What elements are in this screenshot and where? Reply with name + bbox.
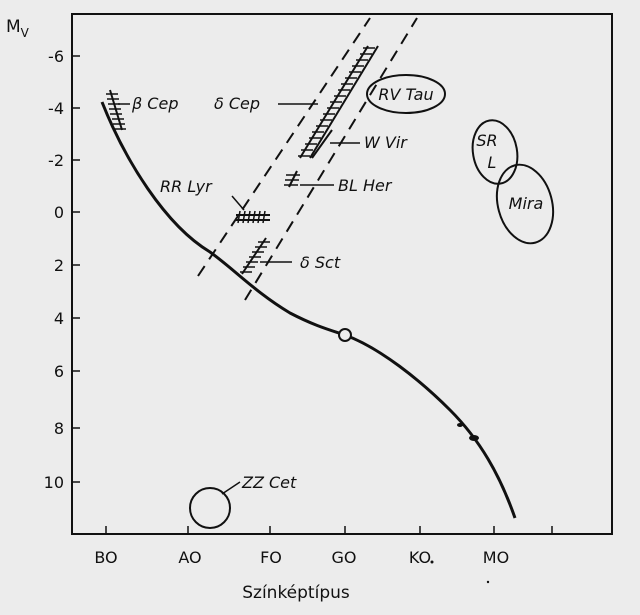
label-rv-tau: RV Tau xyxy=(378,85,433,104)
label-srl-line2: L xyxy=(488,153,497,172)
zz-cet-region xyxy=(189,487,231,529)
x-tick-label: MO xyxy=(483,548,509,567)
y-tick-label: 0 xyxy=(54,203,64,222)
ink-blot xyxy=(469,435,479,441)
leader-rr-lyr xyxy=(231,195,245,211)
label-zz-cet: ZZ Cet xyxy=(241,473,297,492)
plot-frame xyxy=(71,13,613,535)
y-axis: -6 -4 -2 0 2 4 6 8 10 xyxy=(44,47,80,492)
x-tick-label: BO xyxy=(94,548,117,567)
label-srl-line1: SR xyxy=(476,131,497,150)
label-beta-cep: β Cep xyxy=(131,94,178,113)
y-tick-label: 10 xyxy=(44,473,64,492)
y-tick-label: 8 xyxy=(54,419,64,438)
y-tick-label: 6 xyxy=(54,362,64,381)
sr-l-region xyxy=(471,119,519,185)
y-tick-label: -6 xyxy=(48,47,64,66)
label-delta-sct: δ Sct xyxy=(300,253,341,272)
beta-cep-region xyxy=(106,89,130,131)
instability-strip-edge xyxy=(244,17,418,301)
mira-region xyxy=(495,163,555,245)
y-axis-title-sub: V xyxy=(21,26,30,40)
y-tick-label: -2 xyxy=(48,151,64,170)
y-tick-label: 2 xyxy=(54,256,64,275)
x-axis-title: Színképtípus xyxy=(242,583,350,603)
y-tick-label: 4 xyxy=(54,309,64,328)
x-tick-label: FO xyxy=(260,548,282,567)
delta-sct-region xyxy=(240,237,270,275)
y-axis-title: MV xyxy=(6,17,30,40)
ink-blot xyxy=(457,423,463,427)
label-bl-her: BL Her xyxy=(338,176,393,195)
sun-marker xyxy=(338,328,352,342)
label-mira: Mira xyxy=(509,194,544,213)
rr-lyr-region xyxy=(236,210,270,224)
w-vir-region xyxy=(311,129,333,159)
label-rr-lyr: RR Lyr xyxy=(160,177,213,196)
stray-dot xyxy=(486,580,490,584)
y-tick-label: -4 xyxy=(48,99,64,118)
delta-cep-region xyxy=(298,45,379,159)
x-tick-label: AO xyxy=(178,548,201,567)
label-delta-cep: δ Cep xyxy=(214,94,260,113)
stray-dot xyxy=(430,560,434,564)
x-tick-label: KO xyxy=(409,548,431,567)
x-axis: BO AO FO GO KO MO Színképtípus xyxy=(94,526,553,603)
label-w-vir: W Vir xyxy=(364,133,408,152)
main-sequence-curve xyxy=(100,101,517,519)
instability-strip-edge xyxy=(197,17,371,277)
x-tick-label: GO xyxy=(332,548,357,567)
bl-her-region xyxy=(284,170,300,188)
rv-tau-region xyxy=(366,74,446,114)
leader-zz-cet xyxy=(221,481,241,495)
